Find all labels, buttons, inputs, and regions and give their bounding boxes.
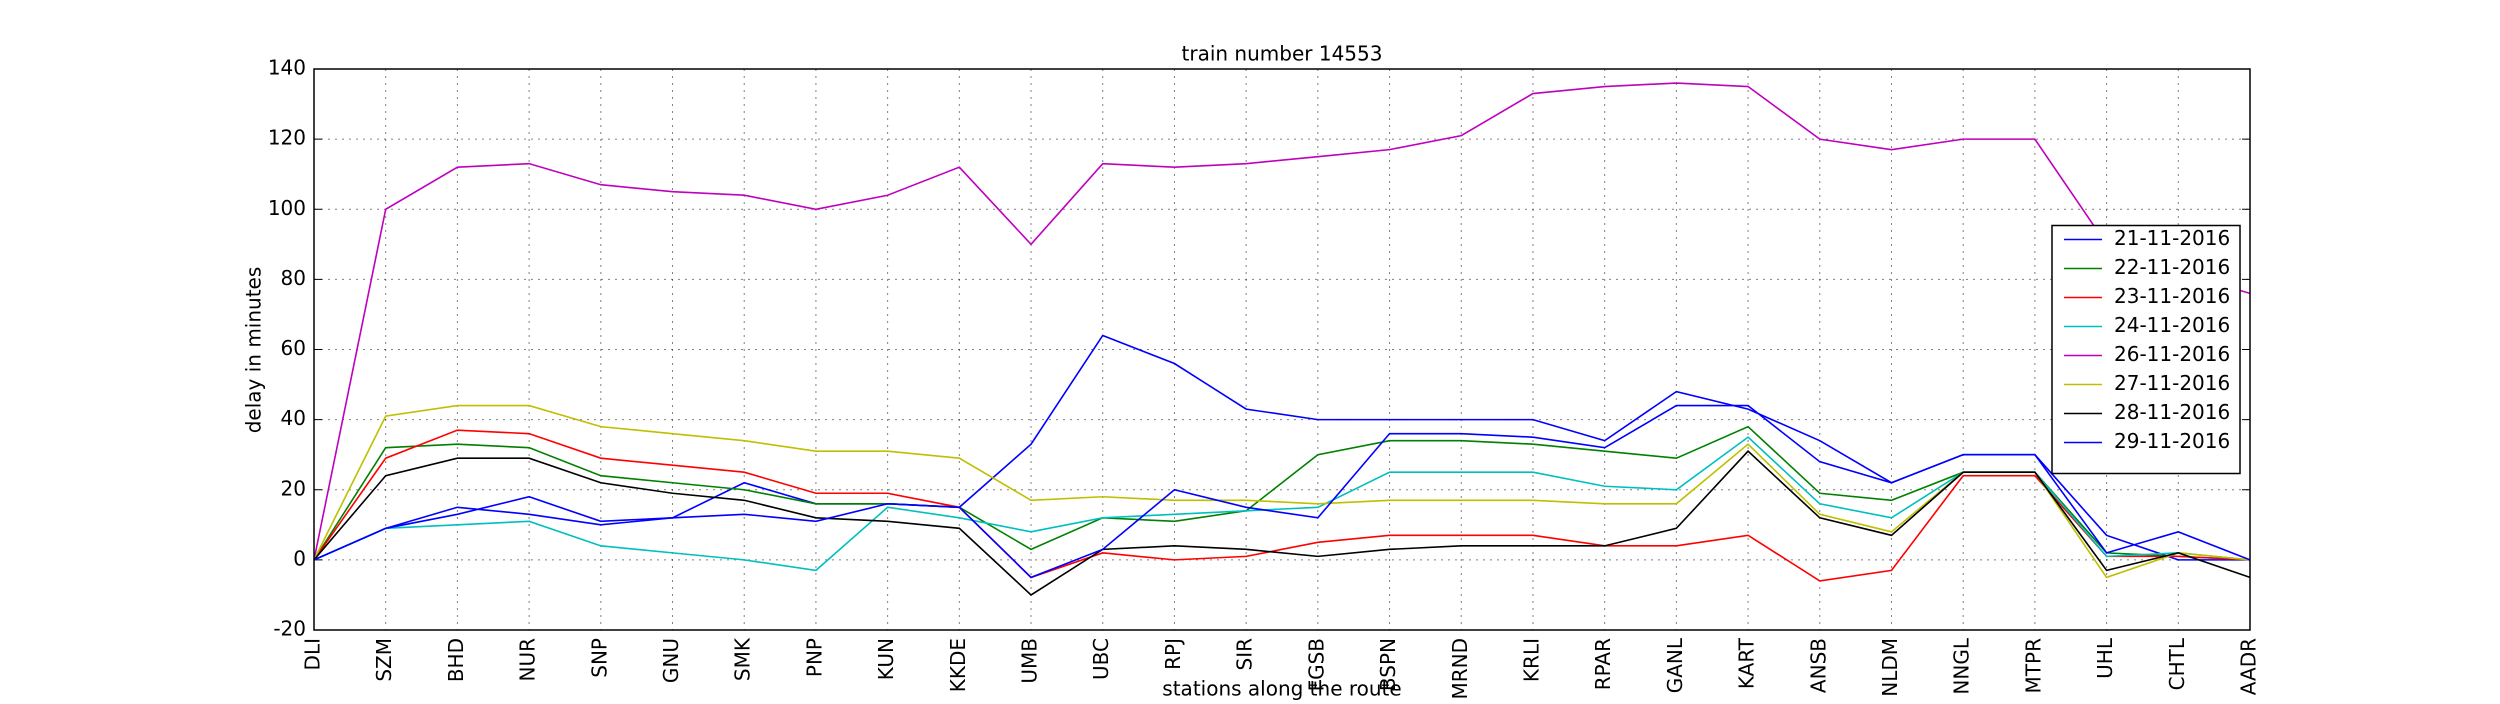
legend-label: 26-11-2016 xyxy=(2114,342,2230,366)
x-tick-label: ANSB xyxy=(1806,638,1830,693)
x-tick-label: DLI xyxy=(301,638,325,670)
x-tick-label: FGSB xyxy=(1304,638,1328,691)
x-tick-label: AADR xyxy=(2237,638,2261,695)
series-line xyxy=(313,450,2251,596)
y-tick-label: 120 xyxy=(268,126,306,150)
y-tick-label: -20 xyxy=(273,617,306,641)
y-tick-label: 40 xyxy=(281,406,306,430)
x-tick-label: MTPR xyxy=(2021,638,2045,694)
x-tick-label: UMB xyxy=(1018,638,1042,684)
x-tick-label: UHL xyxy=(2093,637,2117,679)
x-tick-label: UBC xyxy=(1089,638,1113,680)
x-tick-label: KKDE xyxy=(946,638,970,692)
legend-label: 27-11-2016 xyxy=(2114,371,2230,395)
x-axis-label: stations along the route xyxy=(1162,677,1401,701)
x-tick-label: SNP xyxy=(587,638,611,678)
x-tick-label: SZM xyxy=(372,638,396,682)
x-tick-label: SIR xyxy=(1233,638,1257,671)
y-tick-label: 80 xyxy=(281,266,306,290)
x-tick-label: NLDM xyxy=(1878,638,1902,697)
legend-label: 22-11-2016 xyxy=(2114,255,2230,279)
x-tick-label: PNP xyxy=(802,638,826,677)
y-tick-label: 60 xyxy=(281,336,306,360)
x-tick-label: GANL xyxy=(1663,637,1687,693)
y-tick-label: 140 xyxy=(268,56,306,80)
y-tick-label: 20 xyxy=(281,476,306,500)
legend-label: 24-11-2016 xyxy=(2114,313,2230,337)
series-line xyxy=(313,429,2251,582)
x-tick-label: GNU xyxy=(659,638,683,683)
x-tick-label: NUR xyxy=(516,638,540,682)
series-line xyxy=(313,404,2251,579)
x-tick-label: KRLI xyxy=(1519,638,1543,682)
y-tick-label: 0 xyxy=(293,546,306,570)
legend-label: 23-11-2016 xyxy=(2114,284,2230,308)
series-line xyxy=(313,404,2251,579)
series-line xyxy=(313,436,2251,572)
chart-title: train number 14553 xyxy=(1182,42,1383,66)
x-tick-label: SMK xyxy=(731,637,755,681)
x-tick-label: MRND xyxy=(1448,638,1472,700)
legend-label: 21-11-2016 xyxy=(2114,226,2230,250)
series-line xyxy=(313,82,2251,561)
y-axis-label: delay in minutes xyxy=(242,267,266,434)
x-tick-label: RPJ xyxy=(1161,638,1185,670)
legend-label: 29-11-2016 xyxy=(2114,429,2230,453)
plot-frame xyxy=(313,68,2251,631)
legend-box xyxy=(2051,224,2241,475)
x-tick-label: BHD xyxy=(444,638,468,682)
x-tick-label: BSPN xyxy=(1376,638,1400,691)
legend-label: 28-11-2016 xyxy=(2114,400,2230,424)
x-tick-label: CHTL xyxy=(2165,637,2189,690)
x-tick-label: KUN xyxy=(874,638,898,680)
x-tick-label: NNGL xyxy=(1950,637,1974,694)
y-tick-label: 100 xyxy=(268,196,306,220)
series-line xyxy=(313,425,2251,561)
x-tick-label: RPAR xyxy=(1591,638,1615,690)
x-tick-label: KART xyxy=(1735,637,1759,689)
